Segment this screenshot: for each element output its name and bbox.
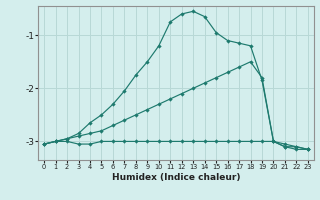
X-axis label: Humidex (Indice chaleur): Humidex (Indice chaleur) [112,173,240,182]
